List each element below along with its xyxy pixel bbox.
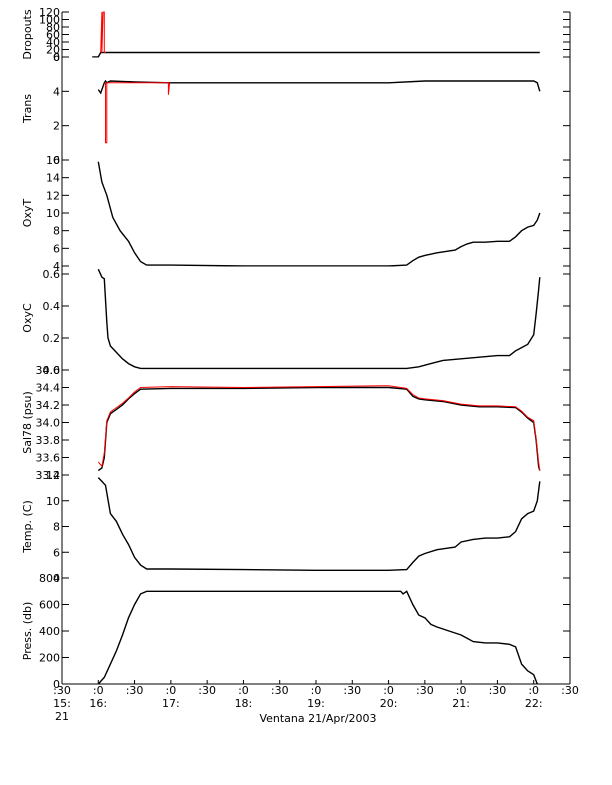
y-tick-label: 33.4 (36, 469, 61, 482)
y-tick-label: 60 (46, 29, 60, 42)
x-tick-label: :30 (416, 684, 434, 697)
y-tick-label: 0 (53, 678, 60, 691)
x-hour-label: 18: (235, 697, 253, 710)
x-hour-label: 21: (452, 697, 470, 710)
x-tick-label: :0 (456, 684, 467, 697)
series-line-1 (97, 268, 541, 370)
y-axis-label: Press. (db) (21, 602, 34, 661)
x-hour-label: 17: (162, 697, 180, 710)
y-tick-label: 14 (46, 172, 60, 185)
y-tick-label: 6 (53, 546, 60, 559)
x-tick-label: :0 (528, 684, 539, 697)
panel-3: 4 6 8 10 12 14 16 OxyT (21, 154, 571, 273)
y-tick-label: 120 (39, 6, 60, 19)
y-axis-label: OxyC (21, 303, 34, 333)
y-tick-label: 16 (46, 154, 60, 167)
y-tick-label: 6 (53, 51, 60, 64)
chart-panels: 020406080100120Dropouts0246Trans46810121… (21, 6, 571, 691)
y-tick-label: 0.6 (43, 268, 61, 281)
x-hour-label: 22: (525, 697, 543, 710)
y-tick-label: 33.8 (36, 434, 61, 447)
y-tick-label: 800 (39, 572, 60, 585)
series-line-1 (97, 590, 539, 685)
y-tick-label: 4 (53, 85, 60, 98)
x-hour-label: 15: (53, 697, 71, 710)
series-line-1 (97, 161, 541, 267)
y-tick-label: 34.2 (36, 399, 61, 412)
y-tick-label: 100 (39, 14, 60, 27)
y-tick-label: 34.4 (36, 382, 61, 395)
x-tick-label: :30 (126, 684, 144, 697)
panel-2: 0 2 4 6 Trans (21, 51, 571, 167)
y-tick-label: 34.0 (36, 417, 61, 430)
x-hour-label: 20: (380, 697, 398, 710)
x-tick-label: :0 (311, 684, 322, 697)
series-line-2 (97, 385, 541, 471)
y-tick-label: 0 (53, 51, 60, 64)
panel-5: 33.4 33.6 33.8 34.0 34.2 34.4 34.6 Sal78 (psu) (21, 364, 571, 482)
y-axis-label: OxyT (21, 199, 34, 228)
y-tick-label: 0.0 (43, 364, 61, 377)
x-axis: :30:0:30:0:30:0:30:0:30:0:30:0:30:0:3015… (53, 680, 579, 723)
y-tick-label: 10 (46, 207, 60, 220)
x-hour-label: 16: (89, 697, 107, 710)
y-tick-label: 8 (53, 521, 60, 534)
x-tick-label: :30 (561, 684, 579, 697)
y-tick-label: 80 (46, 21, 60, 34)
y-tick-label: 0.2 (43, 332, 61, 345)
x-tick-label: :0 (383, 684, 394, 697)
y-axis-label: Temp. (C) (21, 500, 34, 554)
series-line-1 (92, 51, 540, 58)
y-tick-label: 400 (39, 625, 60, 638)
y-tick-label: 600 (39, 599, 60, 612)
series-line-1 (97, 477, 541, 571)
y-tick-label: 6 (53, 242, 60, 255)
y-tick-label: 200 (39, 652, 60, 665)
panel-6: 4 6 8 10 12 Temp. (C) (21, 469, 571, 585)
y-tick-label: 34.6 (36, 364, 61, 377)
x-tick-label: :30 (271, 684, 289, 697)
y-tick-label: 40 (46, 36, 60, 49)
x-tick-label: :30 (489, 684, 507, 697)
x-day-label: 21 (55, 710, 69, 723)
series-line-1 (97, 386, 541, 472)
x-axis-title: Ventana 21/Apr/2003 (259, 712, 376, 725)
y-tick-label: 0.4 (43, 300, 61, 313)
series-line-2 (100, 11, 106, 53)
x-tick-label: :0 (238, 684, 249, 697)
x-hour-label: 19: (307, 697, 325, 710)
y-axis-label: Trans (21, 94, 34, 124)
x-tick-label: :0 (165, 684, 176, 697)
series-line-2 (105, 82, 171, 144)
x-tick-label: :30 (343, 684, 361, 697)
y-tick-label: 8 (53, 225, 60, 238)
panel-4: 0.0 0.2 0.4 0.6 OxyC (21, 266, 571, 377)
y-tick-label: 4 (53, 260, 60, 273)
y-axis-label: Dropouts (21, 9, 34, 59)
y-tick-label: 0 (53, 154, 60, 167)
y-tick-label: 12 (46, 189, 60, 202)
y-axis-label: Sal78 (psu) (21, 391, 34, 454)
x-tick-label: :30 (198, 684, 216, 697)
x-tick-label: :0 (93, 684, 104, 697)
y-tick-label: 12 (46, 469, 60, 482)
y-tick-label: 4 (53, 572, 60, 585)
y-tick-label: 20 (46, 44, 60, 57)
x-tick-label: :30 (53, 684, 71, 697)
series-line-1 (97, 79, 541, 95)
panel-7: 0 200 400 600 800 Press. (db) (21, 572, 571, 691)
y-tick-label: 33.6 (36, 452, 61, 465)
y-tick-label: 2 (53, 120, 60, 133)
y-tick-label: 10 (46, 495, 60, 508)
